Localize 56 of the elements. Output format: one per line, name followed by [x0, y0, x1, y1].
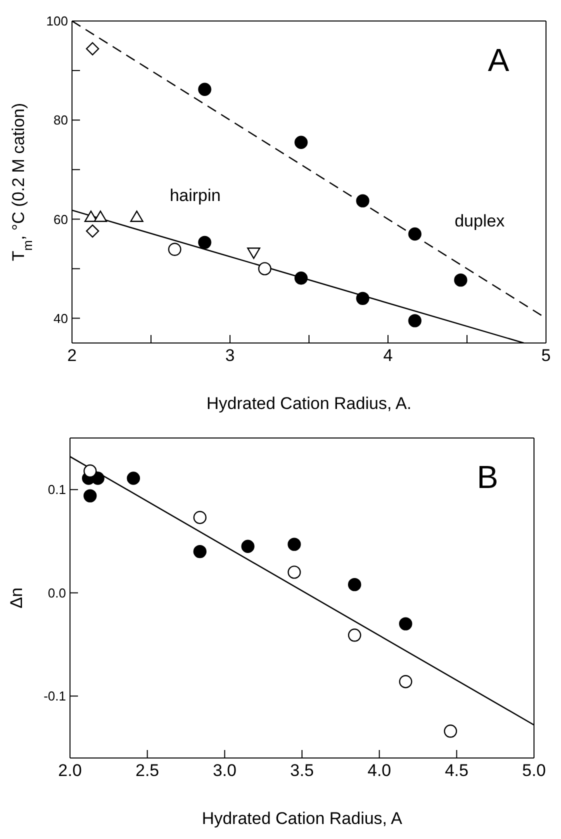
x-tick-label: 3.5: [290, 761, 314, 780]
x-axis-title: Hydrated Cation Radius, A: [202, 809, 403, 828]
annotation: duplex: [454, 212, 506, 231]
x-tick-label: 2.0: [58, 761, 82, 780]
point: [294, 136, 308, 149]
y-axis-title: Δn: [7, 588, 26, 608]
y-tick-label: 0.1: [48, 482, 66, 498]
point: [94, 210, 108, 222]
point: [130, 210, 144, 222]
y-tick-label: 40: [54, 310, 68, 326]
point: [241, 540, 254, 553]
point: [258, 262, 272, 276]
point: [348, 578, 362, 592]
point: [348, 628, 362, 642]
point: [84, 210, 98, 222]
point: [408, 314, 422, 328]
y-tick-label: 80: [54, 112, 68, 128]
point: [288, 566, 301, 579]
point: [126, 472, 140, 485]
point: [84, 464, 97, 478]
y-tick-label: 60: [54, 212, 68, 227]
point: [193, 544, 207, 558]
point: [288, 538, 301, 551]
x-tick-label: 4.5: [444, 761, 468, 780]
point: [247, 248, 260, 259]
y-tick-label: 100: [46, 14, 68, 29]
point: [198, 236, 212, 250]
x-tick-label: 2.5: [136, 761, 160, 780]
x-axis-title: Hydrated Cation Radius, A.: [206, 394, 412, 413]
x-tick-label: 3: [225, 346, 235, 366]
x-tick-label: 3.0: [212, 761, 236, 780]
x-tick-label: 5.0: [522, 761, 546, 780]
point: [454, 273, 468, 287]
point: [408, 227, 422, 241]
point: [444, 724, 458, 738]
point: [399, 617, 412, 630]
point: [84, 489, 97, 502]
x-tick-label: 4.0: [368, 761, 392, 780]
point: [198, 82, 212, 96]
point: [168, 242, 182, 256]
annotation: hairpin: [170, 186, 221, 205]
point: [91, 472, 104, 485]
x-tick-label: 5: [541, 346, 551, 366]
point: [399, 675, 412, 688]
y-tick-label: -0.1: [44, 688, 66, 704]
point: [86, 224, 100, 238]
annotation: B: [476, 458, 498, 495]
point: [356, 194, 370, 208]
x-tick-label: 2: [67, 346, 77, 366]
point: [193, 510, 207, 524]
point: [294, 272, 308, 285]
point: [356, 292, 370, 306]
annotation: A: [488, 42, 510, 78]
point: [86, 42, 100, 56]
x-tick-label: 4: [383, 346, 393, 366]
y-tick-label: 0.0: [48, 585, 66, 600]
